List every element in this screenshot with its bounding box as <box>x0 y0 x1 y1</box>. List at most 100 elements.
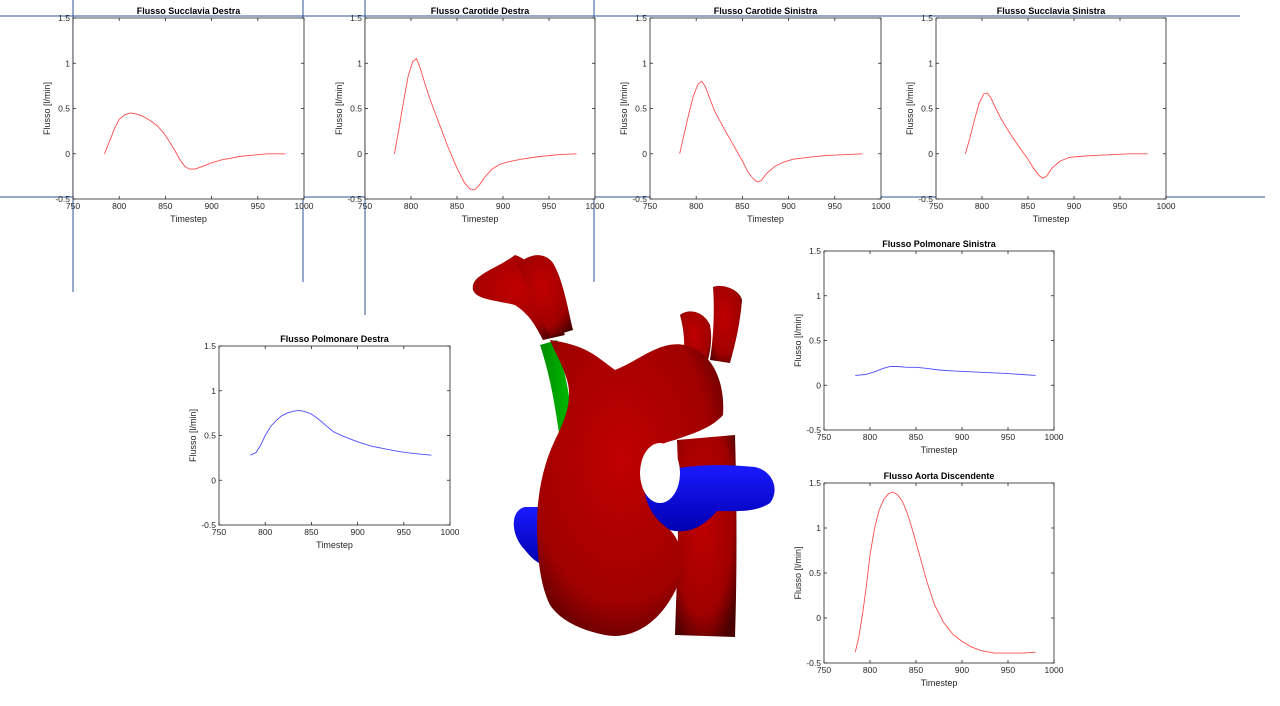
x-tick-label: 900 <box>496 201 510 211</box>
y-tick-label: 1 <box>816 523 821 533</box>
x-tick-label: 900 <box>955 432 969 442</box>
y-tick-label: 0.5 <box>58 104 70 114</box>
x-axis-label: Timestep <box>747 214 784 224</box>
y-tick-label: 1.5 <box>809 478 821 488</box>
axes-box <box>72 17 305 200</box>
y-tick-label: -0.5 <box>806 425 821 435</box>
axes-box <box>823 250 1055 431</box>
x-tick-label: 750 <box>358 201 372 211</box>
x-axis-label: Timestep <box>921 678 958 688</box>
x-tick-label: 750 <box>643 201 657 211</box>
y-axis-label: Flusso [l/min] <box>42 82 52 135</box>
axes-box <box>649 17 882 200</box>
x-tick-label: 1000 <box>295 201 314 211</box>
chart-aorta-discendente: 750 800 850 900 950 1000 -0.5 0 0.5 1 1.5 Flusso Ao… <box>793 471 1064 688</box>
x-tick-label: 1000 <box>1157 201 1176 211</box>
y-tick-label: 0 <box>211 475 216 485</box>
y-tick-label: 0 <box>816 380 821 390</box>
y-tick-label: 1 <box>65 58 70 68</box>
y-tick-label: 1 <box>642 58 647 68</box>
y-tick-label: -0.5 <box>55 194 70 204</box>
x-tick-label: 950 <box>397 527 411 537</box>
y-tick-label: 1 <box>211 386 216 396</box>
chart-polmonare-sinistra: 750 800 850 900 950 1000 -0.5 0 0.5 1 1.5 Flusso Po… <box>793 239 1064 455</box>
x-tick-label: 1000 <box>1045 665 1064 675</box>
carotid-branch <box>517 255 573 337</box>
x-tick-label: 800 <box>689 201 703 211</box>
y-tick-label: 1 <box>816 291 821 301</box>
axes-box <box>935 17 1167 200</box>
x-tick-label: 950 <box>828 201 842 211</box>
x-tick-label: 800 <box>863 432 877 442</box>
y-tick-label: -0.5 <box>918 194 933 204</box>
x-tick-label: 850 <box>304 527 318 537</box>
chart-succlavia-sinistra: 750 800 850 900 950 1000 -0.5 0 0.5 1 1.5 Flusso Su… <box>905 6 1176 224</box>
series-line <box>679 80 863 183</box>
x-tick-label: 1000 <box>872 201 891 211</box>
x-tick-label: 900 <box>782 201 796 211</box>
x-tick-label: 800 <box>863 665 877 675</box>
x-axis-label: Timestep <box>462 214 499 224</box>
x-tick-label: 950 <box>1001 665 1015 675</box>
y-axis-label: Flusso [l/min] <box>793 546 803 599</box>
x-tick-label: 800 <box>258 527 272 537</box>
x-tick-label: 950 <box>1001 432 1015 442</box>
x-tick-label: 750 <box>817 432 831 442</box>
y-axis-label: Flusso [l/min] <box>793 314 803 367</box>
y-tick-label: -0.5 <box>201 520 216 530</box>
x-tick-label: 850 <box>909 432 923 442</box>
x-axis-label: Timestep <box>921 445 958 455</box>
x-tick-label: 850 <box>909 665 923 675</box>
x-tick-label: 750 <box>817 665 831 675</box>
y-tick-label: 0.5 <box>350 104 362 114</box>
y-tick-label: 1.5 <box>350 13 362 23</box>
chart-polmonare-destra: 750 800 850 900 950 1000 -0.5 0 0.5 1 1.5 Flusso Po… <box>188 334 460 550</box>
y-tick-label: 0.5 <box>809 568 821 578</box>
axes-box <box>218 345 451 526</box>
chart-title: Flusso Aorta Discendente <box>884 471 995 481</box>
series-line <box>854 491 1036 654</box>
y-tick-label: -0.5 <box>347 194 362 204</box>
y-tick-label: 0.5 <box>809 336 821 346</box>
x-tick-label: 850 <box>158 201 172 211</box>
axes-box <box>364 17 596 200</box>
x-tick-label: 1000 <box>1045 432 1064 442</box>
y-axis-label: Flusso [l/min] <box>188 409 198 462</box>
chart-carotide-sinistra: 750 800 850 900 950 1000 -0.5 0 0.5 1 1.5 Flusso Ca… <box>619 6 891 224</box>
chart-title: Flusso Carotide Sinistra <box>714 6 819 16</box>
y-tick-label: 1.5 <box>58 13 70 23</box>
series-line <box>393 57 577 191</box>
y-axis-label: Flusso [l/min] <box>334 82 344 135</box>
x-tick-label: 800 <box>404 201 418 211</box>
x-tick-label: 950 <box>1113 201 1127 211</box>
y-axis-label: Flusso [l/min] <box>905 82 915 135</box>
x-tick-label: 950 <box>542 201 556 211</box>
left-subclavian-branch <box>710 285 742 363</box>
chart-carotide-destra: 750 800 850 900 950 1000 -0.5 0 0.5 1 1.5 Flusso Ca… <box>334 6 605 224</box>
x-tick-label: 900 <box>205 201 219 211</box>
x-axis-label: Timestep <box>316 540 353 550</box>
y-tick-label: -0.5 <box>806 658 821 668</box>
y-tick-label: 1 <box>357 58 362 68</box>
y-axis-label: Flusso [l/min] <box>619 82 629 135</box>
y-tick-label: 0.5 <box>921 104 933 114</box>
x-tick-label: 850 <box>1021 201 1035 211</box>
x-tick-label: 900 <box>351 527 365 537</box>
chart-title: Flusso Carotide Destra <box>431 6 531 16</box>
y-tick-label: 0 <box>642 149 647 159</box>
chart-succlavia-destra: 750 800 850 900 950 1000 -0.5 0 0.5 1 1.5 Flusso Su… <box>42 6 314 224</box>
x-tick-label: 900 <box>1067 201 1081 211</box>
y-tick-label: 1.5 <box>921 13 933 23</box>
y-tick-label: 1 <box>928 58 933 68</box>
y-tick-label: 0 <box>65 149 70 159</box>
y-tick-label: 0.5 <box>635 104 647 114</box>
y-tick-label: -0.5 <box>632 194 647 204</box>
series-line <box>964 92 1148 179</box>
x-tick-label: 850 <box>450 201 464 211</box>
axes-box <box>823 482 1055 664</box>
series-line <box>250 409 432 456</box>
y-tick-label: 0.5 <box>204 431 216 441</box>
x-tick-label: 850 <box>735 201 749 211</box>
y-tick-label: 1.5 <box>635 13 647 23</box>
chart-title: Flusso Succlavia Destra <box>137 6 242 16</box>
